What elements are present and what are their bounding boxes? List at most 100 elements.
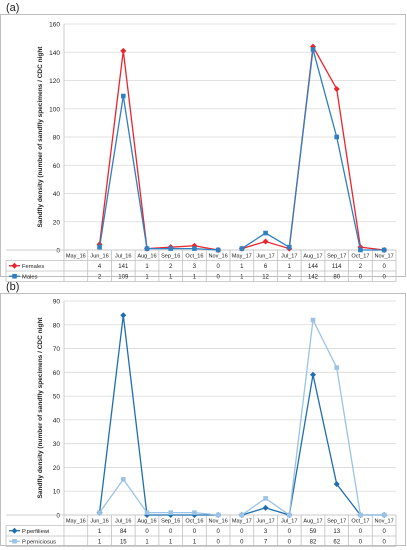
y-tick-label: 80 [53, 135, 61, 142]
chart-frame [0, 293, 406, 546]
table-value: 0 [359, 539, 363, 545]
data-point-P.perfiliewi [333, 481, 340, 488]
table-value: 0 [145, 529, 149, 535]
y-tick-label: 100 [49, 106, 60, 113]
x-tick-label: Sep_17 [327, 519, 346, 525]
table-value: 0 [216, 274, 220, 280]
y-tick-label: 40 [53, 417, 61, 424]
data-point-P.perniciosus [144, 510, 150, 515]
x-tick-label: Oct_17 [351, 519, 369, 525]
y-tick-label: 140 [49, 50, 60, 57]
data-point-P.perniciosus [192, 510, 197, 515]
table-value: 1 [193, 539, 197, 545]
x-tick-label: Jul_17 [281, 519, 297, 525]
table-value: 1 [145, 264, 149, 270]
table-value: 1 [169, 274, 173, 280]
x-tick-label: Nov_17 [375, 519, 394, 525]
table-value: 1 [98, 529, 102, 535]
data-point-Males [334, 134, 340, 140]
y-tick-label: 0 [56, 513, 60, 520]
table-value: 7 [264, 539, 268, 545]
x-tick-label: Jul_16 [115, 519, 131, 525]
table-value: 82 [310, 539, 317, 545]
table-value: 1 [98, 539, 102, 545]
legend-label: P.perfiliewi [22, 529, 49, 535]
y-tick-label: 60 [53, 370, 61, 377]
table-value: 15 [120, 539, 127, 545]
data-point-Males [310, 47, 316, 52]
data-point-Males [381, 247, 387, 253]
y-tick-label: 0 [56, 248, 60, 255]
table-value: 2 [359, 264, 363, 270]
data-point-Females [120, 47, 127, 54]
table-value: 0 [359, 529, 363, 535]
table-value: 2 [98, 274, 102, 280]
x-tick-label: Oct_17 [351, 254, 369, 260]
table-value: 12 [262, 274, 269, 280]
table-value: 59 [310, 529, 317, 535]
table-value: 84 [120, 529, 127, 535]
data-point-Males [97, 244, 102, 250]
table-value: 109 [118, 274, 129, 280]
y-tick-label: 40 [53, 191, 61, 198]
x-tick-label: Aug_16 [137, 254, 156, 260]
x-tick-label: Jun_16 [90, 254, 108, 260]
table-value: 4 [98, 264, 102, 270]
series-line-1 [241, 49, 385, 251]
table-value: 0 [169, 529, 173, 535]
legend-marker [12, 273, 17, 279]
series-line-0 [98, 315, 219, 516]
legend-label: P.perniciosus [22, 539, 56, 545]
x-tick-label: Nov_17 [375, 254, 394, 260]
x-tick-label: Aug_16 [137, 519, 156, 525]
table-value: 1 [145, 539, 149, 545]
data-point-P.perniciosus [358, 512, 363, 518]
data-point-Males [286, 244, 292, 250]
table-value: 6 [264, 264, 268, 270]
legend-label: Females [22, 264, 44, 270]
y-tick-label: 20 [53, 465, 61, 472]
data-point-P.perniciosus [334, 365, 340, 370]
table-value: 3 [264, 529, 268, 535]
table-value: 62 [333, 539, 340, 545]
table-value: 0 [288, 539, 292, 545]
table-value: 1 [240, 274, 244, 280]
data-point-Males [192, 246, 197, 251]
y-tick-label: 120 [49, 78, 60, 85]
table-value: 0 [193, 529, 197, 535]
x-tick-label: Jul_17 [281, 254, 297, 260]
data-point-P.perniciosus [97, 510, 102, 515]
series-line-1 [98, 95, 219, 251]
table-value: 2 [288, 274, 292, 280]
data-point-P.perniciosus [215, 512, 221, 518]
x-tick-label: Sep_17 [327, 254, 346, 260]
data-point-Males [263, 230, 268, 236]
series-line-0 [98, 50, 219, 251]
data-point-Males [239, 246, 245, 251]
table-value: 0 [288, 529, 292, 535]
table-value: 0 [216, 539, 220, 545]
data-point-Males [120, 93, 126, 99]
y-tick-label: 20 [53, 219, 61, 226]
series-line-1 [241, 317, 385, 517]
table-value: 0 [359, 274, 363, 280]
table-value: 1 [240, 264, 244, 270]
data-point-Females [333, 85, 340, 92]
legend-marker [11, 527, 18, 534]
panel-b-label: (b) [6, 281, 20, 293]
table-value: 13 [333, 529, 340, 535]
data-point-P.perfiliewi [310, 371, 316, 378]
data-point-Females [262, 238, 269, 245]
y-tick-label: 30 [53, 441, 61, 448]
x-tick-label: Nov_16 [209, 519, 228, 525]
x-tick-label: Jun_17 [256, 254, 274, 260]
y-tick-label: 80 [53, 322, 61, 329]
x-tick-label: Oct_16 [185, 254, 203, 260]
table-value: 0 [382, 539, 386, 545]
y-tick-label: 160 [49, 22, 60, 29]
y-tick-label: 60 [53, 163, 61, 170]
data-point-Males [215, 247, 221, 253]
table-value: 144 [308, 264, 319, 270]
